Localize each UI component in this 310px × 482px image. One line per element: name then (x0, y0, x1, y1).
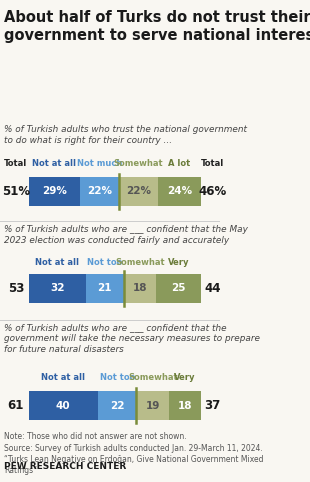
Text: % of Turkish adults who are ___ confident that the May
2023 election was conduct: % of Turkish adults who are ___ confiden… (4, 225, 248, 245)
FancyBboxPatch shape (119, 176, 158, 206)
Text: % of Turkish adults who trust the national government
to do what is right for th: % of Turkish adults who trust the nation… (4, 125, 247, 145)
Text: 21: 21 (97, 283, 112, 294)
Text: Note: Those who did not answer are not shown.: Note: Those who did not answer are not s… (4, 432, 187, 441)
FancyBboxPatch shape (156, 274, 201, 303)
Text: Somewhat: Somewhat (128, 373, 178, 382)
Text: 25: 25 (171, 283, 185, 294)
Text: Total: Total (201, 159, 224, 168)
Text: 37: 37 (204, 399, 220, 412)
Text: A lot: A lot (168, 159, 191, 168)
Text: 22%: 22% (87, 187, 112, 196)
Text: Very: Very (174, 373, 196, 382)
FancyBboxPatch shape (29, 176, 80, 206)
Text: 22%: 22% (126, 187, 151, 196)
Text: Not much: Not much (77, 159, 122, 168)
FancyBboxPatch shape (169, 391, 201, 420)
Text: 29%: 29% (42, 187, 67, 196)
FancyBboxPatch shape (124, 274, 156, 303)
Text: 32: 32 (50, 283, 64, 294)
Text: Not at all: Not at all (41, 373, 85, 382)
Text: 18: 18 (178, 401, 192, 411)
Text: Source: Survey of Turkish adults conducted Jan. 29-March 11, 2024.
“Turks Lean N: Source: Survey of Turkish adults conduct… (4, 443, 264, 475)
Text: Not at all: Not at all (35, 257, 79, 267)
FancyBboxPatch shape (80, 176, 119, 206)
Text: About half of Turks do not trust their
government to serve national interests: About half of Turks do not trust their g… (4, 11, 310, 43)
FancyBboxPatch shape (98, 391, 136, 420)
Text: 24%: 24% (167, 187, 192, 196)
Text: PEW RESEARCH CENTER: PEW RESEARCH CENTER (4, 462, 127, 471)
FancyBboxPatch shape (29, 391, 98, 420)
Text: 46%: 46% (198, 185, 226, 198)
FancyBboxPatch shape (136, 391, 169, 420)
Text: Total: Total (4, 159, 27, 168)
Text: Somewhat: Somewhat (115, 257, 165, 267)
Text: 19: 19 (146, 401, 160, 411)
Text: % of Turkish adults who are ___ confident that the
government will take the nece: % of Turkish adults who are ___ confiden… (4, 323, 260, 354)
Text: 44: 44 (204, 282, 220, 295)
Text: 22: 22 (110, 401, 124, 411)
Text: 51%: 51% (2, 185, 30, 198)
Text: Very: Very (167, 257, 189, 267)
Text: Not at all: Not at all (32, 159, 76, 168)
Text: 18: 18 (132, 283, 147, 294)
Text: 53: 53 (8, 282, 24, 295)
Text: Not too: Not too (87, 257, 122, 267)
Text: Somewhat: Somewhat (114, 159, 163, 168)
FancyBboxPatch shape (29, 274, 86, 303)
Text: 40: 40 (56, 401, 71, 411)
FancyBboxPatch shape (86, 274, 124, 303)
Text: Not too: Not too (100, 373, 135, 382)
Text: 61: 61 (8, 399, 24, 412)
FancyBboxPatch shape (158, 176, 201, 206)
